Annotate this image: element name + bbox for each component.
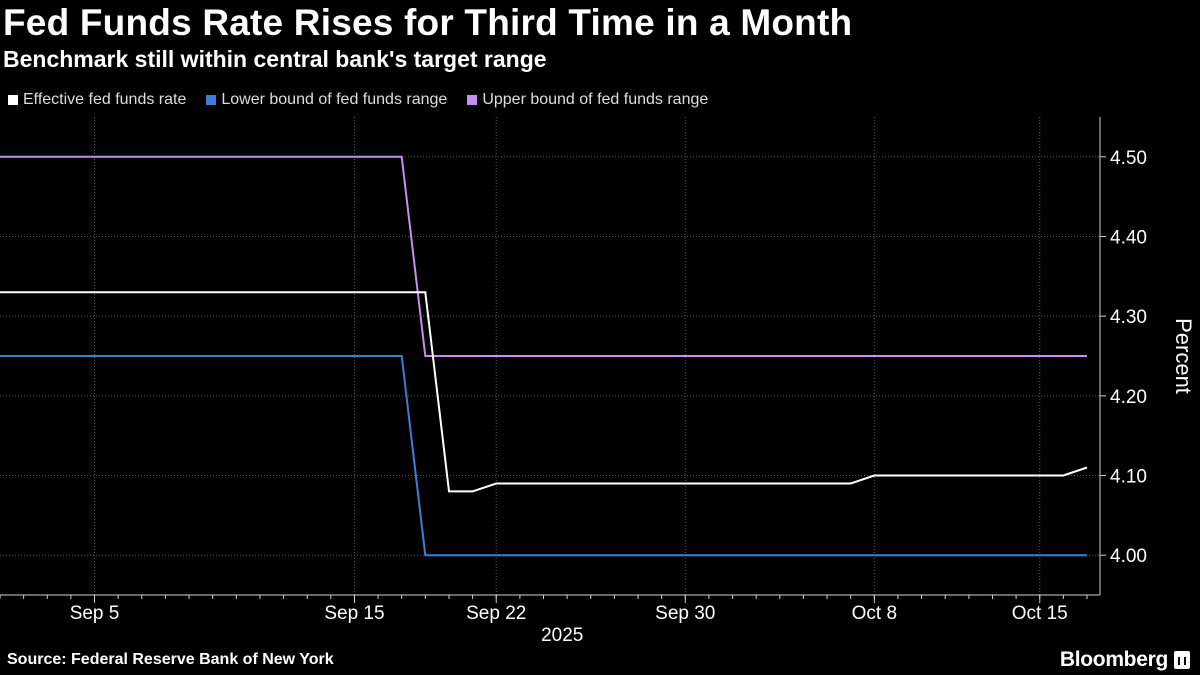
source-note: Source: Federal Reserve Bank of New York [7,651,334,668]
x-tick-label: Oct 15 [1012,603,1068,624]
y-tick-label: 4.10 [1110,467,1147,488]
legend-label-upper-bound: Upper bound of fed funds range [482,91,709,108]
y-tick-label: 4.20 [1110,387,1147,408]
legend-swatch-upper-bound [467,95,478,105]
chart-title: Fed Funds Rate Rises for Third Time in a… [3,2,853,43]
y-axis-title: Percent [1171,318,1196,394]
x-tick-label: Sep 30 [655,603,715,624]
legend-item-effective-rate: Effective fed funds rate [8,91,186,109]
series-line-effective-rate [0,291,1088,493]
legend-label-lower-bound: Lower bound of fed funds range [221,91,448,108]
legend-swatch-effective-rate [8,95,18,105]
x-tick-label: Sep 15 [324,603,384,624]
x-tick-label: Oct 8 [852,603,897,624]
series-line-lower-bound [0,355,1087,557]
legend-label-effective-rate: Effective fed funds rate [23,91,187,108]
series-line-upper-bound [0,155,1087,357]
brand-name: Bloomberg [1059,648,1168,671]
bloomberg-icon [1174,651,1190,669]
brand-logo: Bloomberg [1060,648,1190,672]
y-tick-label: 4.30 [1110,307,1147,328]
chart-legend: Effective fed funds rate Lower bound of … [8,91,708,109]
legend-item-lower-bound: Lower bound of fed funds range [206,91,447,109]
legend-item-upper-bound: Upper bound of fed funds range [467,91,708,109]
x-tick-label: Sep 5 [70,603,120,624]
chart-subtitle: Benchmark still within central bank's ta… [3,46,547,72]
x-year-label: 2025 [541,625,583,646]
y-tick-label: 4.50 [1110,148,1147,169]
y-tick-label: 4.40 [1110,228,1147,249]
x-tick-label: Sep 22 [466,603,526,624]
legend-swatch-lower-bound [206,95,217,105]
y-tick-label: 4.00 [1110,546,1147,567]
